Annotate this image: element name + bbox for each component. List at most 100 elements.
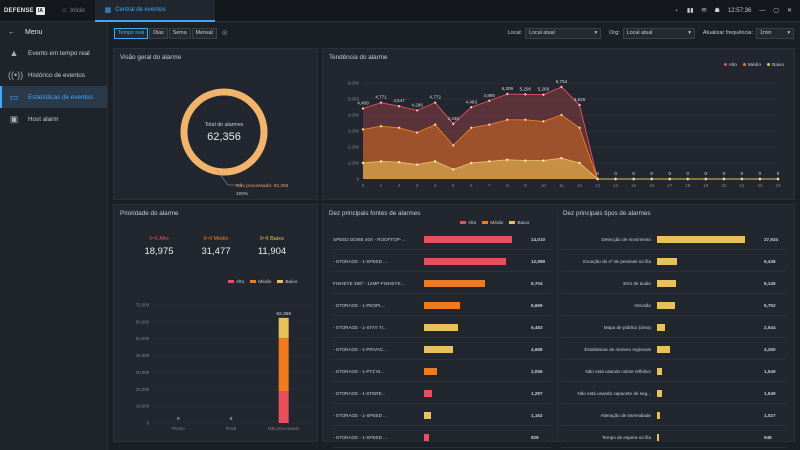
data-point <box>578 126 581 130</box>
segment-mensal[interactable]: Mensal <box>191 27 217 39</box>
data-label: 3,445 <box>447 116 459 121</box>
data-point <box>704 177 708 181</box>
data-point <box>469 126 473 130</box>
x-tick-label: 19 <box>703 183 709 188</box>
trend-legend: Alto Médio Baixo <box>723 63 784 68</box>
x-tick-label: 18 <box>685 183 691 188</box>
top-types-title: Dez principais tipos de alarmes <box>563 210 651 217</box>
data-point <box>361 161 365 165</box>
list-item-label: - STORAGE - 1-STAY TI... <box>333 324 387 330</box>
list-item-bar <box>424 368 437 375</box>
list-item-label: Não está usando capacete de seg... <box>577 390 651 396</box>
sidebar-item-historico[interactable]: ((•)) Histórico de eventos <box>0 64 107 86</box>
list-item-value: 9,704 <box>531 280 543 286</box>
x-tick-label: 3 <box>416 183 419 188</box>
alarm-status-icon[interactable]: ▮▮ <box>686 8 694 14</box>
unprocessed-label: Não processado <box>236 184 271 189</box>
segment-tempo-real[interactable]: Tempo real <box>114 27 149 39</box>
series-line-baixo <box>362 157 778 180</box>
mail-icon[interactable]: ✉ <box>701 8 707 14</box>
list-item-bar <box>424 280 485 287</box>
user-icon[interactable]: ☗ <box>714 8 720 14</box>
row-divider <box>561 381 786 382</box>
maximize-icon[interactable]: ▢ <box>773 8 779 14</box>
list-item-value: 1,027 <box>764 412 776 418</box>
list-item-label: - STORAGE - 1-SPEED ... <box>333 434 388 440</box>
x-tick-label: 10 <box>541 183 547 188</box>
row-divider <box>561 425 786 426</box>
data-point <box>686 177 690 181</box>
data-point <box>758 177 762 181</box>
local-select[interactable]: Local atual ▾ <box>525 27 602 39</box>
unprocessed-percent: 100% <box>236 192 249 197</box>
menu-label: Menu <box>25 28 43 36</box>
filter-bar: Tempo real Dias Sema Mensal ⊘ Local: Loc… <box>108 22 800 44</box>
data-point <box>487 123 491 126</box>
menu-header[interactable]: ← Menu <box>0 22 107 42</box>
y-tick-label: 70,000 <box>136 303 150 308</box>
list-item-bar <box>424 302 460 309</box>
back-arrow-icon[interactable]: ← <box>8 28 15 36</box>
x-tick-label: 0 <box>362 183 365 188</box>
data-point <box>379 160 383 163</box>
data-point <box>487 99 491 103</box>
tab-inicio[interactable]: ⌂ Início <box>52 0 95 22</box>
list-item-bar <box>657 302 676 309</box>
list-item-label: - STORAGE - 1-PTZ M... <box>333 368 384 374</box>
minimize-icon[interactable]: — <box>759 7 766 14</box>
unprocessed-callout: Não processado: 62,356 <box>236 184 289 189</box>
data-point <box>650 177 654 181</box>
row-divider <box>333 337 551 338</box>
freq-select[interactable]: 1min ▾ <box>756 27 794 39</box>
data-point <box>487 160 491 163</box>
priority-medio-label: ᐅᐊ Médio <box>203 236 229 242</box>
list-item-label: Detecção de movimento <box>601 236 651 242</box>
tab-central-eventos[interactable]: ▦ Central de eventos <box>94 0 215 22</box>
y-tick-label: 6,000 <box>348 81 360 86</box>
segment-semana[interactable]: Sema <box>168 27 191 39</box>
data-point <box>560 85 563 89</box>
data-label: 0 <box>668 171 671 176</box>
area-médio <box>363 115 778 179</box>
data-label: 5,309 <box>502 86 514 91</box>
area-baixo <box>363 158 778 179</box>
row-divider <box>561 447 786 448</box>
list-item-bar <box>657 412 661 419</box>
priority-alto: ᐅᐊ Alto 18,975 <box>124 236 194 257</box>
data-point <box>433 101 437 104</box>
list-item-bar <box>657 390 662 397</box>
data-point <box>415 163 419 166</box>
close-icon[interactable]: ✕ <box>786 8 792 14</box>
list-item-value: 548 <box>764 434 772 440</box>
y-tick-label: 40,000 <box>136 353 150 358</box>
list-item-bar <box>657 346 671 353</box>
list-item-bar <box>424 346 454 353</box>
y-tick-label: 5,000 <box>348 97 360 102</box>
overview-ring: Total de alarmes 62,356 <box>179 87 269 177</box>
sidebar-item-estatisticas[interactable]: ▭ Estatísticas de eventos <box>0 86 107 108</box>
x-tick-label: 20 <box>721 183 727 188</box>
priority-baixo-label: ᐅᐊ Baixo <box>260 236 284 242</box>
data-point <box>524 159 527 162</box>
list-item-value: 5,752 <box>764 302 776 308</box>
sidebar-item-host-alarm[interactable]: ▣ Host alarm <box>0 108 107 130</box>
ring-unprocessed-arc <box>180 88 268 176</box>
bell-icon: ᐅᐊ <box>203 236 212 242</box>
sidebar-item-evento-tempo-real[interactable]: ▲ Evento em tempo real <box>0 42 107 64</box>
org-label: Org: <box>609 30 620 36</box>
list-item-label: - STORAGE - 1-PRIVAC... <box>333 346 387 352</box>
list-item-label: Alteração de intensidade <box>600 412 651 418</box>
x-tick-label: 9 <box>524 183 527 188</box>
org-select[interactable]: Local atual ▾ <box>622 27 695 39</box>
row-divider <box>333 271 551 272</box>
segment-dias[interactable]: Dias <box>149 27 168 39</box>
bar-total-label: 62,356 <box>276 311 291 317</box>
data-label: 0 <box>650 171 653 176</box>
help-icon[interactable]: ⊘ <box>221 30 228 37</box>
data-label: 0 <box>741 171 744 176</box>
bell-icon: ᐅᐊ <box>260 236 269 242</box>
record-icon[interactable]: ◐ <box>675 7 679 14</box>
data-point <box>397 126 401 130</box>
list-item-value: 2,056 <box>531 368 543 374</box>
